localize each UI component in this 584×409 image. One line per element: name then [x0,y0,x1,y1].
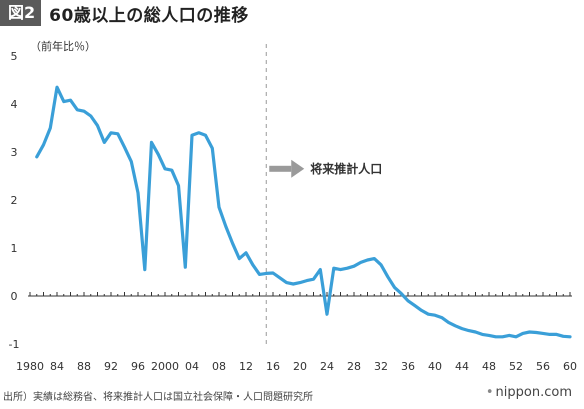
x-tick-label: 48 [482,360,496,373]
y-tick-label: 5 [11,50,18,63]
y-tick-label: 1 [11,242,18,255]
brand-logo: • nippon.com [486,385,572,400]
x-tick-label: 92 [104,360,118,373]
figure-badge: 図2 [0,0,42,26]
x-tick-label: 60 [563,360,577,373]
figure-title: 60歳以上の総人口の推移 [49,5,249,26]
brand-name: nippon.com [495,385,572,400]
x-tick-label: 20 [293,360,307,373]
source-note: 出所）実績は総務省、将来推計人口は国立社会保障・人口問題研究所 [3,392,313,403]
x-tick-label: 16 [266,360,280,373]
x-tick-label: 52 [509,360,523,373]
x-tick-label: 56 [536,360,550,373]
series-line [35,85,572,339]
y-tick-label: 2 [11,194,18,207]
y-axis-ticks: 5 4 3 2 1 0 -1 [9,50,20,351]
forecast-arrow-icon [269,159,305,178]
x-tick-label: 32 [374,360,388,373]
x-tick-label: 12 [239,360,253,373]
x-tick-label: 08 [212,360,226,373]
x-axis-ticks: 1980 84 88 92 96 2000 04 08 12 16 20 24 28 32 36 40 44 48… [16,292,577,373]
x-tick-label: 96 [131,360,145,373]
x-tick-label: 28 [347,360,361,373]
brand-dot-icon: • [485,385,494,400]
x-tick-label: 1980 [16,360,44,373]
x-tick-label: 88 [77,360,91,373]
y-tick-label: 3 [11,146,18,159]
y-tick-label: -1 [9,338,20,351]
x-tick-label: 2000 [151,360,179,373]
y-tick-label: 0 [11,290,18,303]
figure-header: 図2 60歳以上の総人口の推移 [0,0,249,26]
x-tick-label: 40 [428,360,442,373]
y-axis-label: （前年比％） [30,39,96,53]
y-tick-label: 4 [11,98,18,111]
x-tick-label: 36 [401,360,415,373]
x-tick-label: 24 [320,360,334,373]
x-tick-label: 04 [185,360,199,373]
forecast-annotation: 将来推計人口 [310,161,382,176]
x-tick-label: 84 [50,360,64,373]
x-tick-label: 44 [455,360,469,373]
